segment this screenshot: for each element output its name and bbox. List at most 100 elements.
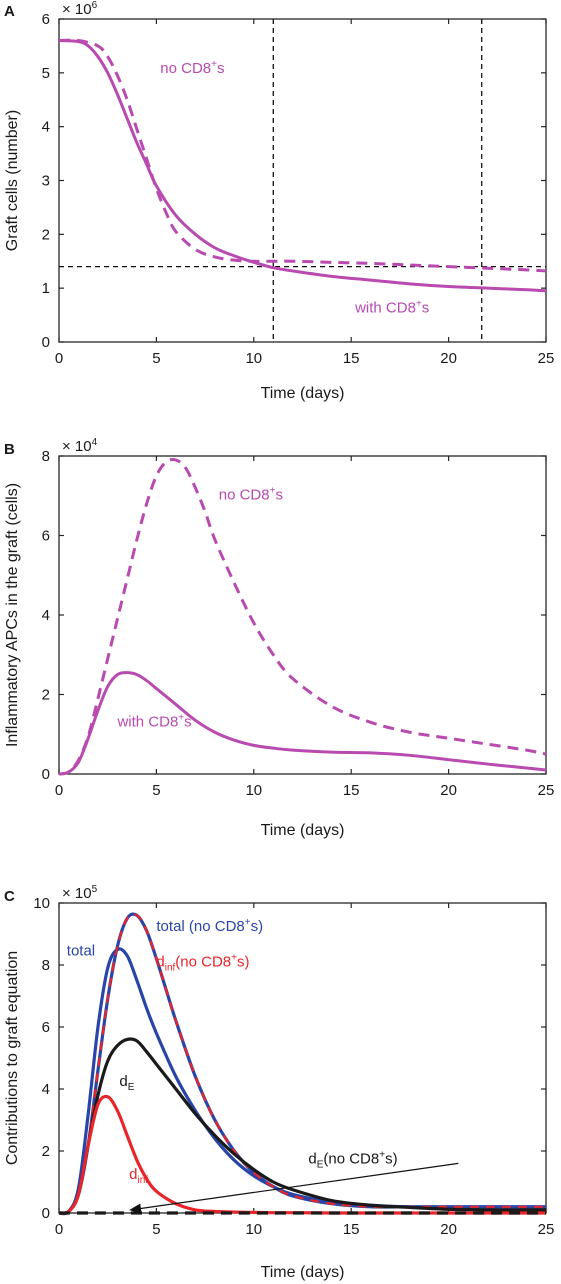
y-axis-label: Inflammatory APCs in the graft (cells): [4, 483, 21, 747]
x-tick-label: 20: [440, 782, 457, 799]
y-multiplier-base: × 10: [62, 885, 92, 902]
y-tick-label: 2: [42, 1143, 50, 1160]
series-line-2: [58, 38, 547, 273]
series-line-3: [58, 913, 546, 1215]
x-tick-label: 0: [55, 350, 63, 367]
y-tick-label: 0: [42, 766, 50, 783]
y-multiplier: × 104: [62, 437, 98, 455]
y-multiplier-exponent: 4: [92, 437, 98, 448]
x-tick-label: 15: [343, 782, 360, 799]
x-tick-label: 25: [538, 782, 555, 799]
annotation-sub: E: [317, 1159, 324, 1170]
y-tick-label: 6: [42, 528, 50, 545]
x-tick-label: 25: [538, 350, 555, 367]
annotation-sup: +: [270, 486, 276, 497]
series-annotation: dinf(no CD8+s): [156, 953, 249, 974]
y-multiplier: × 105: [62, 884, 98, 902]
x-tick-label: 0: [55, 1221, 63, 1238]
y-tick-label: 0: [42, 334, 50, 351]
annotation-base: total (no CD8: [156, 918, 244, 935]
series-line-2: [58, 457, 547, 776]
y-tick-label: 5: [42, 65, 50, 82]
y-tick-label: 4: [42, 1081, 50, 1098]
y-multiplier-base: × 10: [62, 438, 92, 455]
y-tick-label: 2: [42, 226, 50, 243]
annotation-base: with CD8: [354, 299, 416, 316]
annotation-tail: s: [217, 60, 225, 77]
panel-label: C: [4, 888, 15, 905]
y-tick-label: 3: [42, 173, 50, 190]
x-tick-label: 20: [440, 350, 457, 367]
plot-frame: [58, 18, 547, 343]
annotation-sup: +: [211, 59, 217, 70]
annotation-sup: +: [178, 712, 184, 723]
series-annotation: no CD8+s: [219, 486, 283, 504]
annotation-tail: s: [275, 487, 283, 504]
annotation-base: d: [308, 1150, 316, 1167]
x-tick-label: 5: [152, 1221, 160, 1238]
series-line-1: [58, 671, 547, 776]
y-tick-label: 2: [42, 687, 50, 704]
y-axis-label: Graft cells (number): [4, 110, 21, 251]
y-multiplier-exponent: 5: [92, 884, 98, 895]
y-tick-label: 1: [42, 280, 50, 297]
y-tick-label: 8: [42, 957, 50, 974]
annotation-base: no CD8: [160, 60, 211, 77]
annotation-base: d: [156, 954, 164, 971]
annotation-sup: +: [245, 917, 251, 928]
series-annotation: dE(no CD8+s): [308, 1149, 397, 1170]
y-tick-label: 8: [42, 448, 50, 465]
annotation-sub: E: [128, 1082, 135, 1093]
annotation-base: d: [119, 1073, 127, 1090]
x-tick-label: 10: [245, 350, 262, 367]
x-tick-label: 20: [440, 1221, 457, 1238]
annotation-sub: inf: [165, 963, 176, 974]
y-tick-label: 6: [42, 1019, 50, 1036]
series-line-1: [58, 39, 547, 293]
x-tick-label: 15: [343, 1221, 360, 1238]
x-tick-label: 5: [152, 350, 160, 367]
annotation-tail: (no CD8: [175, 954, 231, 971]
annotation-base: with CD8: [116, 713, 178, 730]
x-tick-label: 10: [245, 782, 262, 799]
y-tick-label: 0: [42, 1205, 50, 1222]
y-multiplier-exponent: 6: [92, 0, 98, 11]
series-annotation: with CD8+s: [116, 712, 191, 730]
series-annotation: no CD8+s: [160, 59, 224, 77]
annotation-tail: s: [184, 713, 192, 730]
annotation-sup: +: [416, 298, 422, 309]
y-tick-label: 6: [42, 11, 50, 28]
x-tick-label: 25: [538, 1221, 555, 1238]
x-axis-label: Time (days): [261, 822, 345, 839]
annotation-sup: +: [379, 1149, 385, 1160]
x-tick-label: 10: [245, 1221, 262, 1238]
panel-label: B: [4, 441, 15, 458]
x-axis-label: Time (days): [261, 385, 345, 402]
series-annotation: total: [67, 943, 95, 960]
series-annotation: dE: [119, 1073, 134, 1093]
y-multiplier: × 106: [62, 0, 98, 18]
annotation-tail: s: [422, 299, 430, 316]
x-axis-label: Time (days): [261, 1264, 345, 1281]
y-tick-label: 4: [42, 607, 50, 624]
y-tick-label: 10: [33, 895, 50, 912]
x-tick-label: 15: [343, 350, 360, 367]
annotation-arrow: [129, 1162, 459, 1214]
series-annotation: dinf: [129, 1166, 148, 1186]
y-tick-label: 4: [42, 119, 50, 136]
annotation-base: total: [67, 943, 95, 960]
annotation-tail2: s): [237, 954, 250, 971]
series-annotation: total (no CD8+s): [156, 917, 263, 935]
panel-label: A: [4, 3, 15, 20]
annotation-base: no CD8: [219, 487, 270, 504]
annotation-base: d: [129, 1166, 137, 1183]
x-tick-label: 0: [55, 782, 63, 799]
annotation-sub: inf: [137, 1175, 148, 1186]
annotation-tail: (no CD8: [323, 1150, 379, 1167]
annotation-sup: +: [231, 953, 237, 964]
series-annotation: with CD8+s: [354, 298, 429, 316]
